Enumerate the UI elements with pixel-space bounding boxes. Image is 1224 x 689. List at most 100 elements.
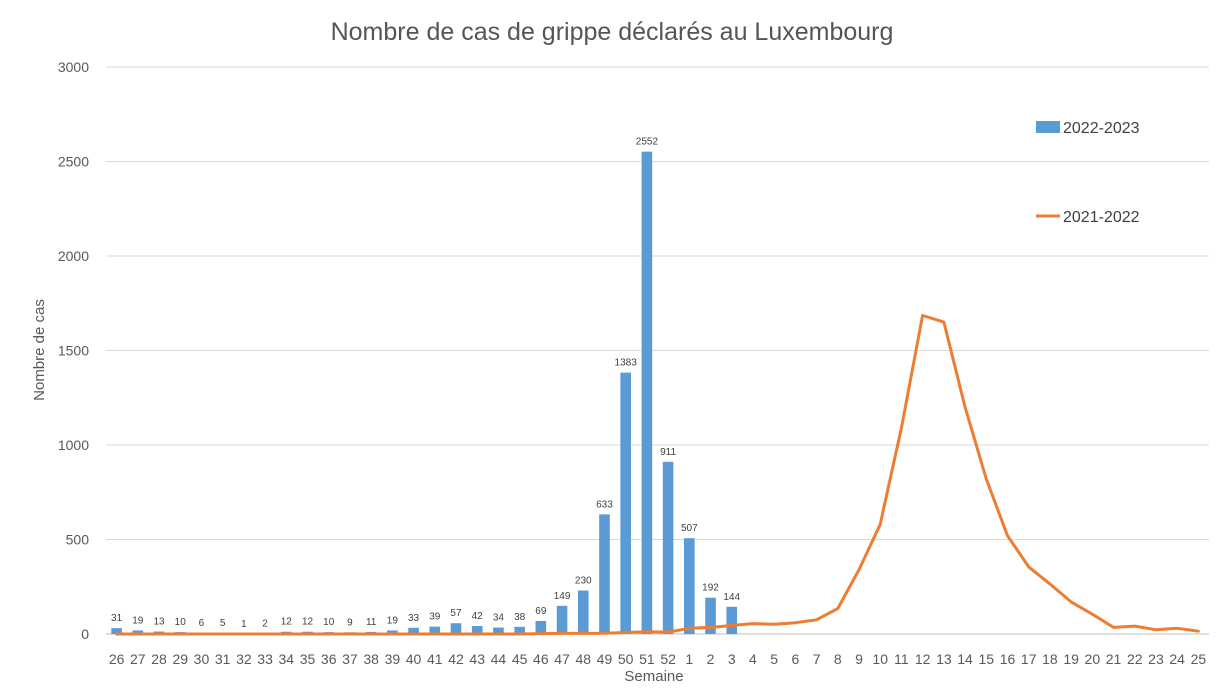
x-tick-label: 48	[575, 651, 591, 667]
bar-data-label: 11	[366, 617, 377, 628]
legend-swatch-bar	[1036, 121, 1060, 133]
bar	[132, 630, 144, 634]
x-tick-label: 14	[957, 651, 973, 667]
y-tick-label: 2500	[58, 154, 89, 170]
x-tick-label: 45	[512, 651, 528, 667]
x-axis-label: Semaine	[624, 668, 683, 685]
bar	[408, 627, 419, 634]
bar	[471, 626, 483, 634]
bar	[556, 605, 568, 634]
y-tick-label: 500	[66, 532, 90, 548]
x-tick-label: 2	[707, 651, 715, 667]
x-tick-label: 19	[1063, 651, 1079, 667]
bar-data-label: 42	[472, 611, 484, 622]
x-tick-label: 27	[130, 651, 146, 667]
y-tick-label: 0	[81, 626, 89, 642]
x-tick-label: 38	[363, 651, 379, 667]
bar	[535, 620, 547, 634]
series-line-2021-2022	[115, 314, 1200, 636]
y-tick-label: 2000	[58, 248, 89, 264]
bar-data-label: 31	[111, 613, 123, 624]
bar-data-label: 2552	[636, 137, 659, 148]
bar-data-label: 33	[408, 613, 420, 624]
x-tick-label: 16	[1000, 651, 1016, 667]
x-tick-label: 49	[597, 651, 613, 667]
x-tick-label: 15	[978, 651, 994, 667]
x-tick-label: 42	[448, 651, 464, 667]
x-tick-label: 41	[427, 651, 443, 667]
bar-data-label: 192	[702, 583, 719, 594]
x-tick-label: 33	[257, 651, 273, 667]
x-tick-label: 29	[172, 651, 188, 667]
y-axis-ticks: 0 500 1000 1500 2000 2500 3000	[58, 59, 89, 642]
x-tick-label: 30	[194, 651, 210, 667]
x-tick-label: 13	[936, 651, 952, 667]
x-tick-label: 17	[1021, 651, 1037, 667]
bar-data-label: 1383	[615, 358, 638, 369]
bar	[111, 628, 122, 634]
x-tick-label: 6	[791, 651, 799, 667]
bar-data-label: 13	[153, 617, 165, 628]
bar-data-label: 19	[387, 615, 399, 626]
x-tick-label: 34	[279, 651, 295, 667]
bar	[662, 461, 674, 634]
y-tick-label: 1500	[58, 343, 89, 359]
x-tick-label: 11	[894, 651, 909, 667]
x-tick-label: 46	[533, 651, 549, 667]
bar-data-label: 38	[514, 612, 526, 623]
bar	[493, 627, 504, 634]
x-tick-label: 47	[554, 651, 570, 667]
x-tick-label: 39	[385, 651, 401, 667]
bar	[514, 626, 525, 634]
x-tick-label: 43	[469, 651, 485, 667]
bar-data-label: 911	[660, 447, 676, 458]
bar-data-label: 1	[241, 619, 247, 630]
bar-data-label: 6	[199, 618, 205, 629]
x-tick-label: 7	[813, 651, 821, 667]
bar-data-label: 149	[554, 591, 571, 602]
bar	[599, 514, 610, 634]
bar-data-label: 633	[596, 499, 613, 510]
y-axis-label: Nombre de cas	[31, 299, 48, 401]
legend: 2022-2023 2021-2022	[1036, 120, 1140, 226]
x-tick-label: 12	[915, 651, 931, 667]
y-tick-label: 1000	[58, 437, 89, 453]
x-tick-label: 21	[1106, 651, 1122, 667]
legend-label-bar: 2022-2023	[1063, 120, 1140, 137]
x-tick-label: 37	[342, 651, 358, 667]
x-tick-label: 52	[660, 651, 676, 667]
x-tick-label: 4	[749, 651, 757, 667]
x-tick-label: 32	[236, 651, 252, 667]
bar	[450, 623, 462, 634]
x-tick-label: 44	[491, 651, 507, 667]
bar-data-label: 57	[450, 608, 462, 619]
bar-data-label: 39	[429, 612, 441, 623]
bar	[429, 626, 441, 634]
bar-data-label: 34	[493, 613, 505, 624]
bar-data-label: 5	[220, 618, 226, 629]
x-tick-label: 25	[1191, 651, 1207, 667]
x-tick-label: 24	[1169, 651, 1185, 667]
chart-title: Nombre de cas de grippe déclarés au Luxe…	[331, 18, 894, 46]
x-tick-label: 20	[1085, 651, 1101, 667]
bar	[684, 538, 695, 634]
x-tick-label: 40	[406, 651, 422, 667]
bar	[705, 597, 716, 634]
x-tick-label: 26	[109, 651, 125, 667]
bar	[387, 630, 398, 634]
bar-data-label: 12	[281, 617, 293, 628]
x-tick-label: 50	[618, 651, 634, 667]
x-tick-label: 3	[728, 651, 736, 667]
x-tick-label: 10	[872, 651, 888, 667]
bar	[577, 590, 589, 634]
y-tick-label: 3000	[58, 59, 89, 75]
x-tick-label: 9	[855, 651, 863, 667]
bar-data-label: 10	[323, 617, 335, 628]
x-tick-label: 36	[321, 651, 337, 667]
line-series	[115, 314, 1200, 636]
bar-data-label: 19	[132, 615, 144, 626]
bar-data-label: 507	[681, 523, 698, 534]
x-tick-label: 28	[151, 651, 167, 667]
bar-data-label: 10	[175, 617, 187, 628]
bar	[620, 372, 631, 634]
